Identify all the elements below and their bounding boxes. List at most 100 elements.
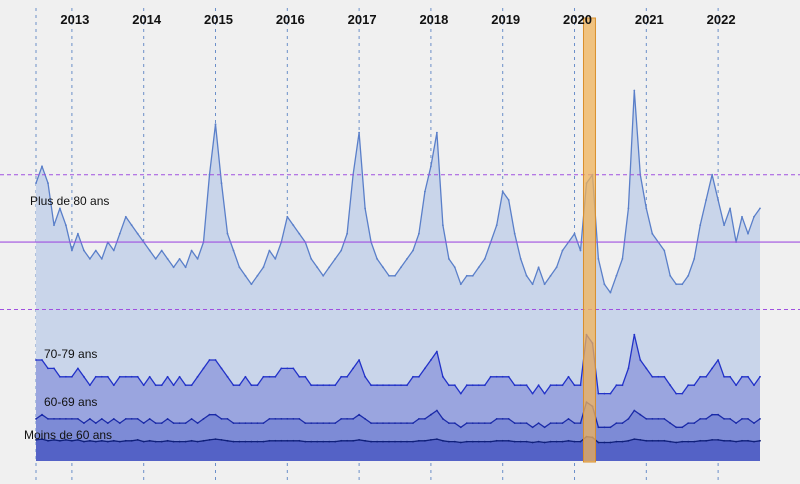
- point-moins-de-60-ans-103: [651, 439, 654, 442]
- point-moins-de-60-ans-115: [723, 439, 725, 442]
- point-70-79-ans-110: [693, 384, 696, 387]
- point-60-69-ans-78: [501, 418, 504, 420]
- point-moins-de-60-ans-29: [208, 439, 211, 441]
- point-plus-de-80-ans-58: [382, 266, 384, 269]
- reference-lines: [0, 174, 800, 310]
- point-plus-de-80-ans-85: [543, 283, 546, 286]
- point-60-69-ans-20: [154, 422, 157, 424]
- point-60-69-ans-50: [334, 422, 337, 424]
- point-moins-de-60-ans-97: [615, 440, 618, 443]
- point-plus-de-80-ans-7: [77, 232, 79, 235]
- point-moins-de-60-ans-73: [471, 440, 474, 443]
- point-70-79-ans-115: [723, 375, 725, 378]
- point-plus-de-80-ans-78: [501, 190, 504, 193]
- point-70-79-ans-48: [322, 384, 325, 387]
- point-plus-de-80-ans-38: [262, 266, 265, 269]
- point-moins-de-60-ans-23: [172, 440, 175, 443]
- point-70-79-ans-14: [118, 375, 121, 378]
- point-60-69-ans-1: [41, 413, 43, 416]
- point-moins-de-60-ans-42: [286, 439, 289, 442]
- point-plus-de-80-ans-120: [753, 215, 755, 218]
- point-moins-de-60-ans-72: [465, 440, 468, 443]
- series-labels: Plus de 80 ans 70-79 ans 60-69 ans Moins de…: [24, 194, 112, 442]
- point-moins-de-60-ans-7: [77, 439, 79, 441]
- point-60-69-ans-38: [262, 422, 265, 424]
- point-moins-de-60-ans-36: [250, 440, 253, 443]
- point-60-69-ans-68: [442, 418, 444, 420]
- point-plus-de-80-ans-70: [453, 266, 456, 269]
- point-70-79-ans-118: [741, 375, 743, 378]
- point-plus-de-80-ans-21: [160, 249, 163, 252]
- point-moins-de-60-ans-54: [358, 439, 360, 441]
- point-moins-de-60-ans-16: [130, 439, 133, 442]
- point-60-69-ans-14: [118, 422, 121, 424]
- point-70-79-ans-41: [280, 367, 283, 370]
- point-moins-de-60-ans-105: [663, 439, 666, 442]
- point-moins-de-60-ans-64: [418, 439, 420, 442]
- point-plus-de-80-ans-73: [471, 274, 474, 277]
- point-60-69-ans-108: [681, 426, 684, 429]
- point-60-69-ans-48: [322, 422, 325, 424]
- point-moins-de-60-ans-44: [298, 439, 301, 442]
- point-moins-de-60-ans-31: [220, 439, 223, 441]
- point-60-69-ans-103: [651, 418, 654, 420]
- point-plus-de-80-ans-40: [274, 258, 277, 260]
- point-moins-de-60-ans-86: [549, 440, 552, 443]
- point-plus-de-80-ans-63: [412, 249, 414, 252]
- point-moins-de-60-ans-83: [531, 441, 534, 444]
- point-60-69-ans-102: [645, 418, 648, 420]
- point-moins-de-60-ans-68: [442, 439, 444, 442]
- point-plus-de-80-ans-114: [717, 199, 719, 201]
- point-60-69-ans-2: [47, 418, 49, 420]
- point-70-79-ans-114: [717, 359, 719, 361]
- point-plus-de-80-ans-57: [376, 258, 378, 260]
- point-plus-de-80-ans-98: [621, 258, 624, 260]
- point-moins-de-60-ans-30: [214, 438, 217, 440]
- point-plus-de-80-ans-9: [89, 258, 91, 260]
- point-60-69-ans-87: [555, 422, 558, 424]
- point-plus-de-80-ans-11: [100, 258, 103, 260]
- point-plus-de-80-ans-61: [400, 266, 402, 269]
- point-70-79-ans-88: [561, 384, 564, 387]
- point-plus-de-80-ans-39: [268, 249, 271, 252]
- point-70-79-ans-9: [89, 384, 91, 387]
- highlight-bar: [582, 17, 596, 463]
- point-70-79-ans-113: [711, 367, 713, 370]
- point-moins-de-60-ans-11: [100, 439, 103, 442]
- point-70-79-ans-86: [549, 384, 552, 387]
- year-label-2017: 2017: [348, 12, 377, 27]
- year-label-2020: 2020: [563, 12, 592, 27]
- point-60-69-ans-113: [711, 413, 713, 416]
- point-moins-de-60-ans-121: [759, 439, 761, 442]
- point-moins-de-60-ans-100: [633, 438, 636, 440]
- point-60-69-ans-86: [549, 422, 552, 424]
- point-moins-de-60-ans-76: [489, 440, 492, 443]
- point-60-69-ans-94: [597, 426, 600, 429]
- point-60-69-ans-13: [112, 418, 115, 420]
- point-60-69-ans-6: [71, 418, 73, 420]
- point-60-69-ans-19: [148, 418, 151, 420]
- point-60-69-ans-53: [352, 418, 354, 420]
- point-60-69-ans-51: [340, 418, 343, 420]
- point-60-69-ans-0: [35, 418, 37, 420]
- point-60-69-ans-5: [65, 418, 67, 420]
- point-70-79-ans-18: [142, 384, 145, 387]
- point-60-69-ans-23: [172, 422, 175, 424]
- point-60-69-ans-44: [298, 418, 301, 420]
- point-60-69-ans-89: [567, 418, 570, 420]
- point-moins-de-60-ans-116: [729, 439, 731, 442]
- point-70-79-ans-69: [448, 384, 450, 387]
- point-moins-de-60-ans-81: [519, 440, 522, 443]
- point-moins-de-60-ans-40: [274, 439, 277, 442]
- point-60-69-ans-112: [705, 418, 707, 420]
- point-70-79-ans-33: [232, 384, 235, 387]
- point-moins-de-60-ans-110: [693, 440, 696, 443]
- point-70-79-ans-65: [424, 367, 426, 370]
- point-moins-de-60-ans-20: [154, 440, 157, 443]
- point-plus-de-80-ans-54: [358, 131, 360, 134]
- point-plus-de-80-ans-90: [573, 232, 576, 235]
- point-moins-de-60-ans-13: [112, 439, 115, 442]
- point-plus-de-80-ans-82: [525, 274, 528, 277]
- point-70-79-ans-74: [477, 384, 480, 387]
